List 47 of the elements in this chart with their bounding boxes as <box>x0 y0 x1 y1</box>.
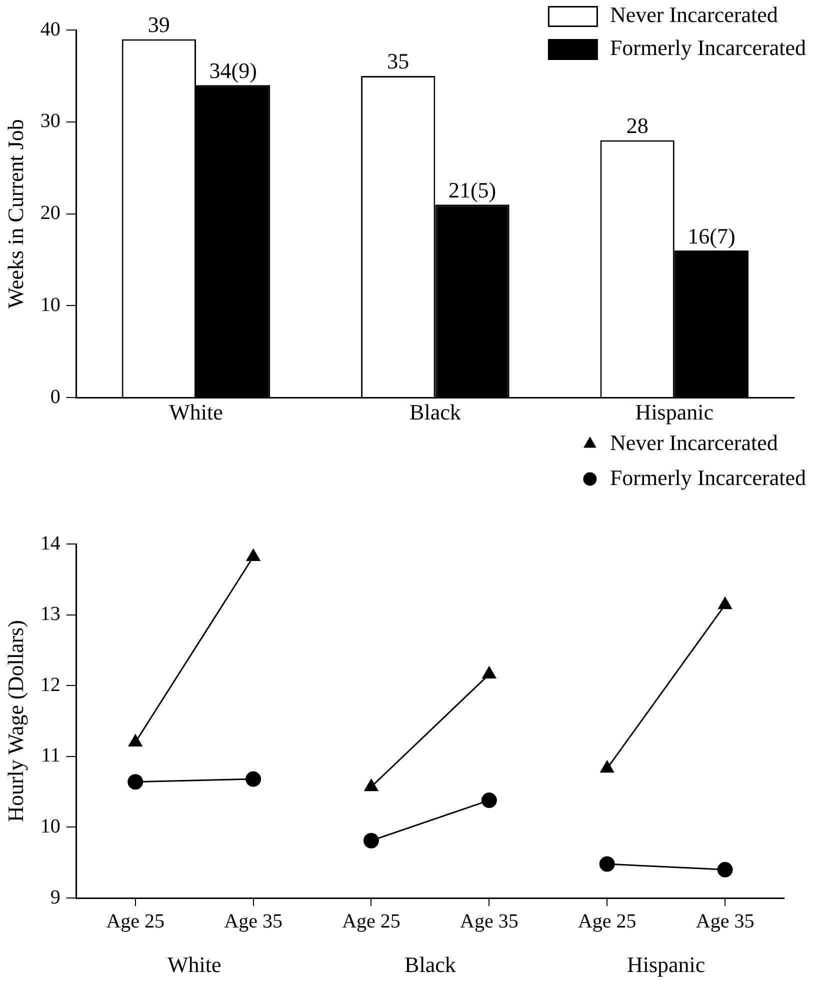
legend-label: Formerly Incarcerated <box>610 464 806 490</box>
point <box>246 771 262 787</box>
y-tick-label: 10 <box>40 815 60 838</box>
y-tick-label: 40 <box>40 18 60 40</box>
text: Black <box>404 952 456 977</box>
y-tick-label: 13 <box>40 603 60 626</box>
x-tick-label: Age 35 <box>224 910 282 932</box>
point <box>481 792 497 808</box>
y-axis-title: Hourly Wage (Dollars) <box>2 620 28 822</box>
x-tick-label: Age 35 <box>696 910 754 932</box>
point <box>363 832 379 848</box>
y-tick-label: 12 <box>40 674 60 696</box>
y-tick-label: 30 <box>40 110 60 132</box>
legend-label: Never Incarcerated <box>610 430 778 455</box>
data-label: 35 <box>387 48 410 74</box>
point <box>600 760 614 773</box>
point <box>718 597 732 610</box>
y-tick-label: 10 <box>40 294 60 316</box>
point <box>482 666 496 679</box>
y-tick-label: 20 <box>40 202 60 224</box>
y-tick-label: 0 <box>50 386 60 408</box>
data-label: 21(5) <box>448 177 496 202</box>
y-tick-label: 11 <box>41 744 60 767</box>
point <box>128 734 142 746</box>
data-label: 16(7) <box>688 223 736 248</box>
y-tick-label: 14 <box>40 532 60 554</box>
text: Hispanic <box>626 952 706 977</box>
data-label: 28 <box>626 113 648 138</box>
x-tick-label: Age 25 <box>106 910 165 932</box>
data-label: 34(9) <box>209 58 257 83</box>
y-axis-title: Weeks in Current Job <box>2 119 28 309</box>
legend-label: Formerly Incarcerated <box>610 34 806 60</box>
x-tick-label: Black <box>410 400 461 425</box>
point <box>246 548 260 561</box>
y-tick-label: 9 <box>50 886 60 908</box>
point <box>599 856 615 872</box>
x-tick-label: Age 25 <box>578 910 636 932</box>
point <box>364 779 378 792</box>
legend-label: Never Incarcerated <box>610 2 778 27</box>
data-label: 39 <box>148 12 170 37</box>
x-tick-label: Age 25 <box>342 910 400 932</box>
x-tick-label: White <box>169 400 223 425</box>
text: White <box>167 952 222 977</box>
x-tick-label: Hispanic <box>635 400 714 425</box>
point <box>128 774 144 790</box>
point <box>717 862 733 878</box>
x-tick-label: Age 35 <box>460 910 518 932</box>
